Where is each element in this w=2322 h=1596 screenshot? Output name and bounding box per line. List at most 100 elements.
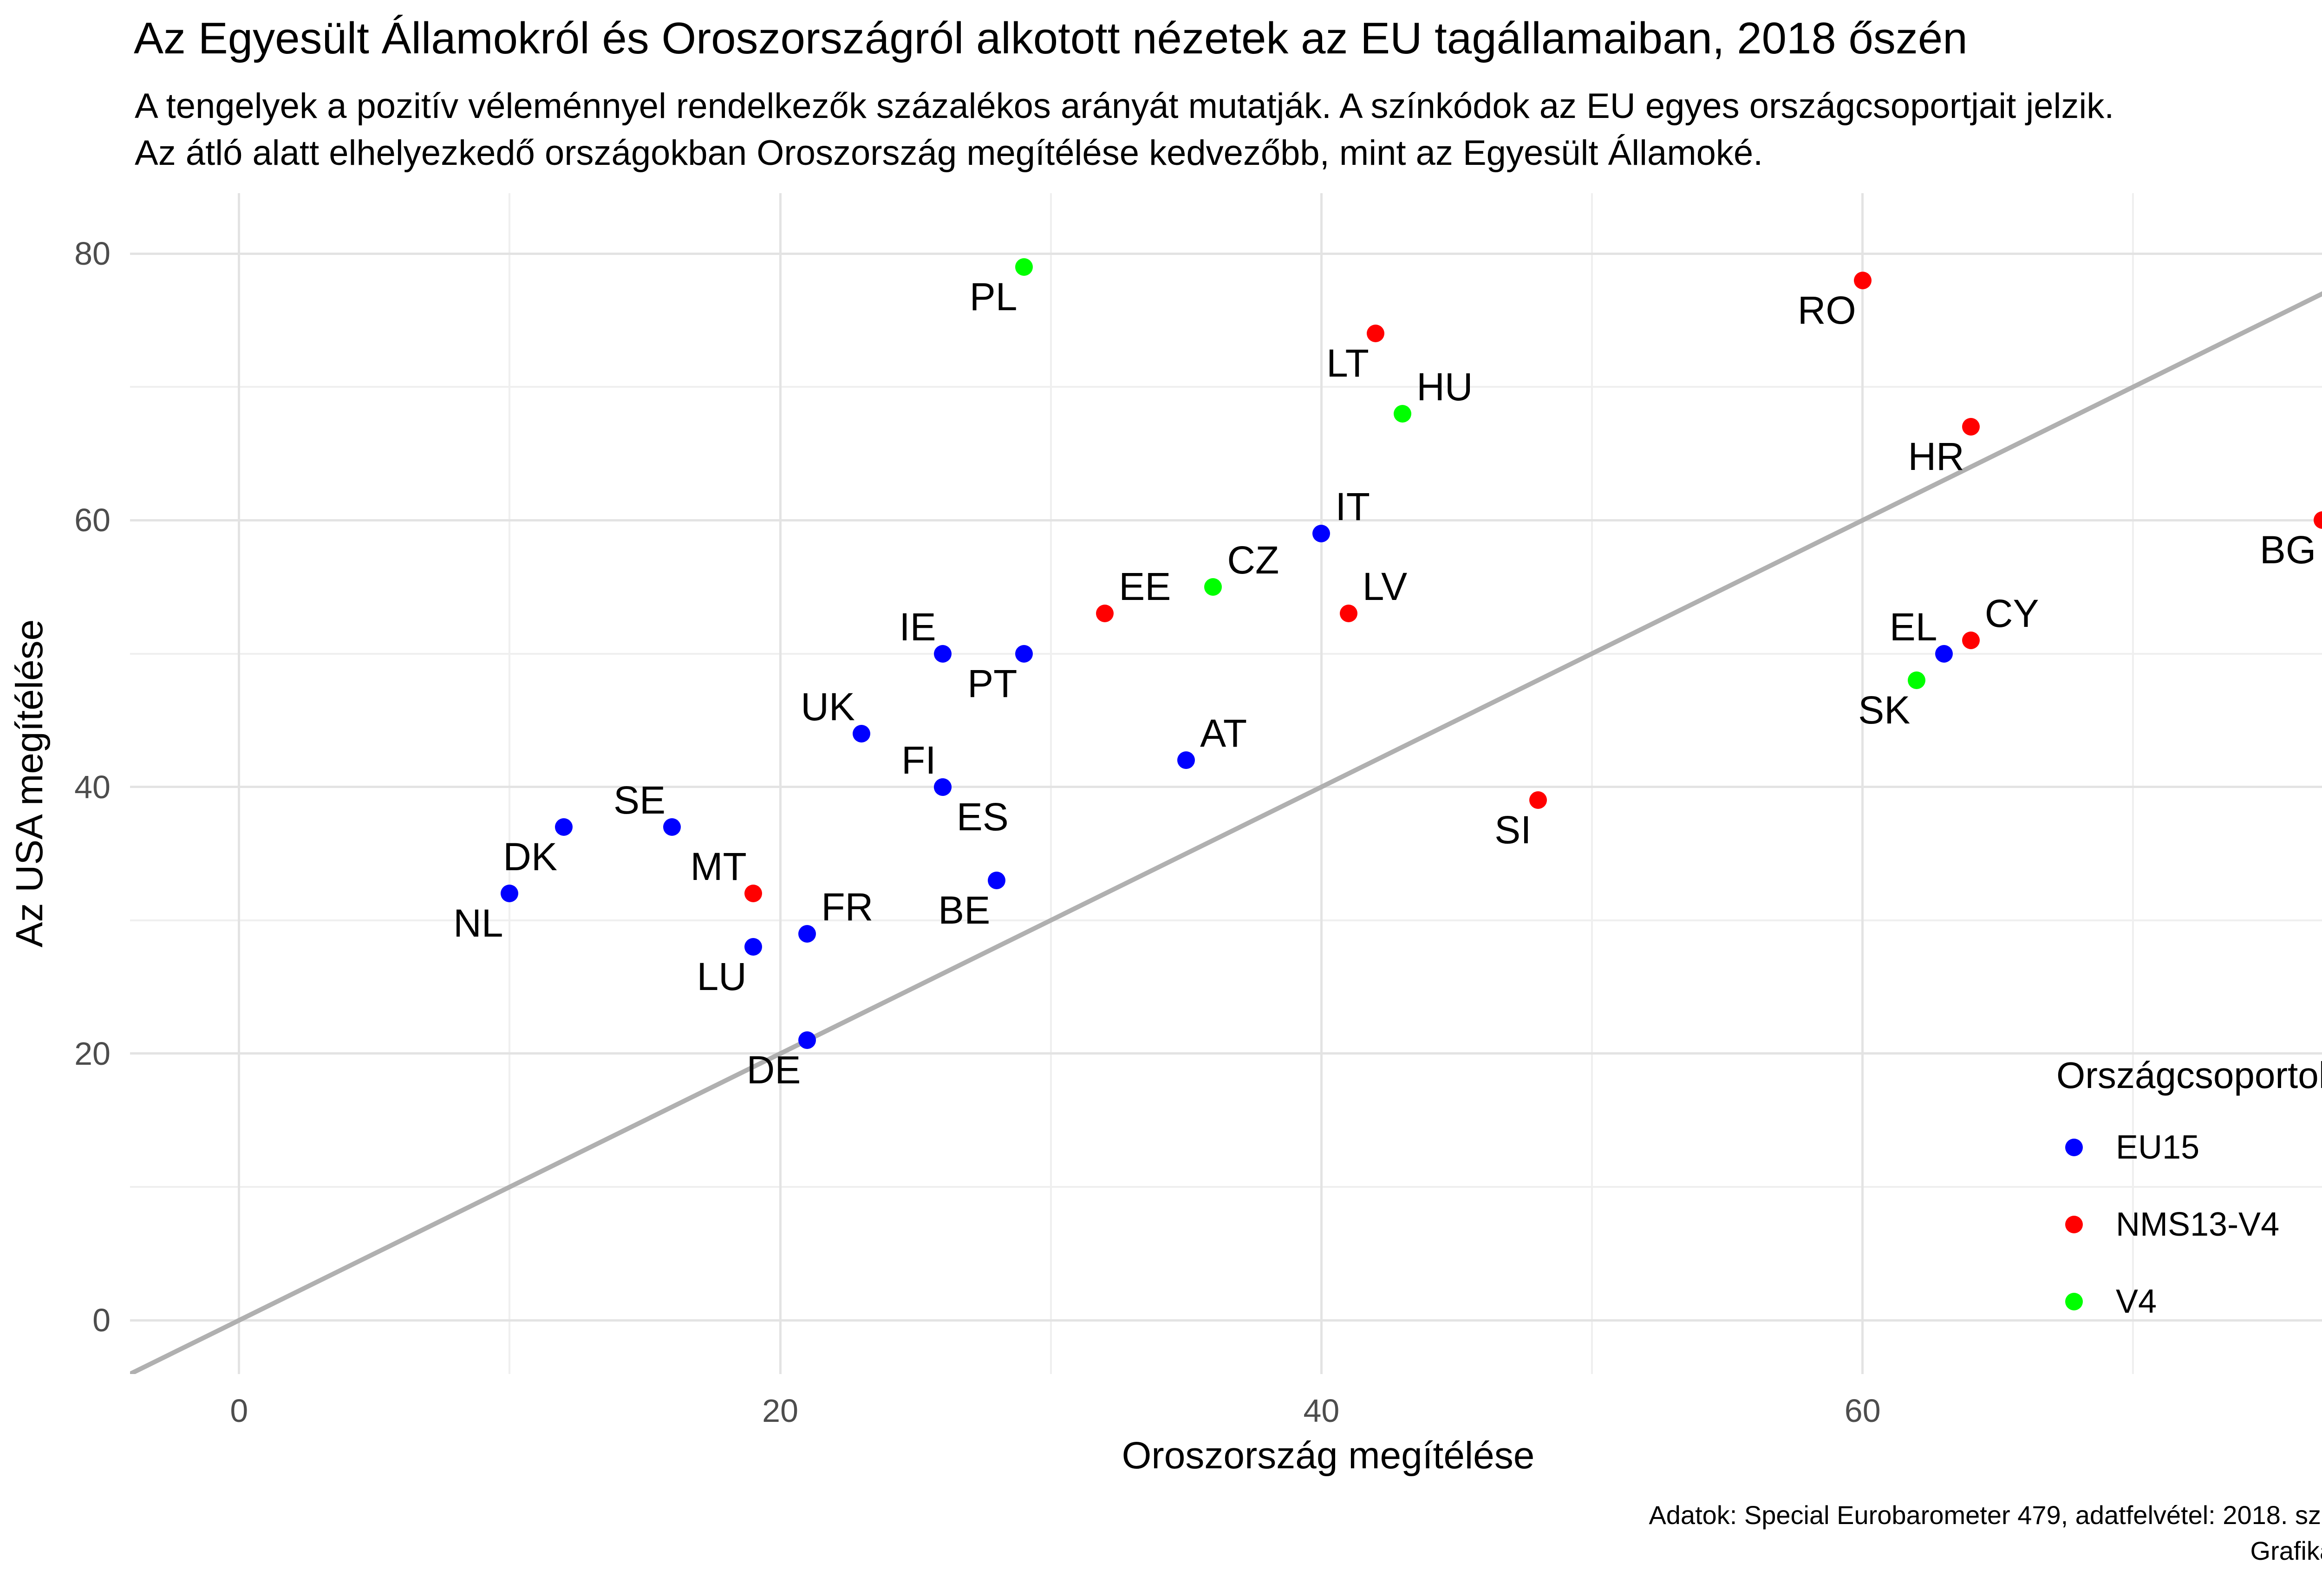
legend-title: Országcsoportok [2056,1055,2322,1096]
data-point-EL [1935,645,1953,663]
data-point-label-ES: ES [956,795,1009,839]
chart-title: Az Egyesült Államokról és Oroszországról… [134,13,1968,63]
data-point-NL [501,885,519,903]
legend-item-label: NMS13-V4 [2116,1206,2280,1243]
data-point-label-UK: UK [801,684,855,729]
data-point-label-SK: SK [1858,688,1911,732]
x-axis-tick-label: 20 [762,1393,799,1429]
legend-dot-icon-NMS13-V4 [2065,1216,2083,1233]
data-point-label-LU: LU [697,955,747,999]
data-point-SE [663,818,681,836]
data-point-HR [1962,418,1980,436]
data-point-label-AT: AT [1200,711,1247,756]
data-point-CZ [1204,578,1222,596]
data-point-label-FI: FI [901,738,936,782]
data-point-SI [1529,791,1547,809]
data-point-UK [852,724,870,743]
gridline-minor-vertical [1591,193,1593,1374]
data-point-label-EE: EE [1119,565,1171,609]
data-point-HU [1394,404,1412,423]
data-point-label-BG: BG [2259,528,2316,572]
data-point-BG [2314,511,2322,529]
chart-subtitle: A tengelyek a pozitív véleménnyel rendel… [135,83,2114,176]
gridline-minor-vertical [509,193,511,1374]
data-point-label-IT: IT [1335,485,1370,529]
data-point-label-LV: LV [1362,565,1408,609]
data-point-label-PL: PL [969,274,1018,319]
data-point-label-RO: RO [1797,288,1856,332]
data-point-DK [554,818,573,836]
gridline-major-horizontal [130,252,2322,255]
chart-subtitle-line1: A tengelyek a pozitív véleménnyel rendel… [135,86,2114,126]
y-axis-tick-label: 20 [74,1035,111,1072]
gridline-major-vertical [779,193,782,1374]
data-point-label-DK: DK [503,834,557,879]
y-axis-tick-label: 0 [92,1302,111,1339]
data-point-label-SE: SE [613,778,666,822]
x-axis-tick-label: 60 [1844,1393,1881,1429]
legend-item-NMS13-V4: NMS13-V4 [2056,1186,2322,1263]
legend-key-NMS13-V4 [2056,1216,2092,1233]
data-point-BE [988,871,1006,889]
gridline-major-vertical [1320,193,1323,1374]
data-point-DE [798,1031,816,1049]
diagonal-reference-line [130,291,2322,1374]
data-point-LT [1366,325,1384,343]
gridline-major-horizontal [130,1319,2322,1322]
legend-item-V4: V4 [2056,1263,2322,1340]
data-point-label-PT: PT [967,661,1018,705]
caption-source-line: Adatok: Special Eurobarometer 479, adatf… [1649,1500,2322,1530]
legend-dot-icon-EU15 [2065,1139,2083,1156]
data-point-EE [1096,605,1114,623]
caption-credit-line: Grafika: Political Capital [2250,1536,2322,1566]
data-point-label-MT: MT [690,845,747,889]
data-point-label-BE: BE [938,888,991,932]
data-point-LV [1339,605,1357,623]
gridline-major-horizontal [130,786,2322,788]
legend-key-EU15 [2056,1139,2092,1156]
data-point-label-FR: FR [821,885,874,929]
gridline-major-vertical [1861,193,1864,1374]
legend-item-label: EU15 [2116,1129,2200,1166]
data-point-label-EL: EL [1889,605,1937,649]
y-axis-tick-label: 40 [74,769,111,805]
gridline-major-horizontal [130,1052,2322,1055]
gridline-minor-horizontal [130,386,2322,388]
y-axis-tick-label: 60 [74,502,111,539]
data-point-label-NL: NL [453,901,503,945]
data-point-CY [1962,631,1980,649]
data-point-ES [933,778,952,796]
data-point-RO [1853,271,1872,289]
data-point-PT [1015,645,1033,663]
data-point-MT [744,885,762,903]
data-point-IE [933,645,952,663]
caption: Adatok: Special Eurobarometer 479, adatf… [1649,1497,2322,1569]
x-axis-title: Oroszország megítélése [1122,1434,1535,1477]
data-point-label-CZ: CZ [1227,538,1279,582]
gridline-minor-horizontal [130,652,2322,655]
legend: Országcsoportok EU15 NMS13-V4 V4 [2056,1054,2322,1340]
data-point-IT [1312,525,1331,543]
legend-item-label: V4 [2116,1283,2157,1320]
data-point-PL [1015,258,1033,276]
x-axis-tick-label: 0 [230,1393,248,1429]
gridline-major-horizontal [130,519,2322,521]
x-axis-tick-label: 40 [1303,1393,1340,1429]
gridline-minor-horizontal [130,1186,2322,1188]
data-point-SK [1908,671,1926,689]
data-point-label-DE: DE [746,1048,801,1092]
data-point-label-SI: SI [1494,808,1532,852]
data-point-label-LT: LT [1326,341,1369,385]
gridline-major-vertical [238,193,241,1374]
data-point-label-HR: HR [1908,435,1964,479]
data-point-FR [798,925,816,943]
legend-key-V4 [2056,1293,2092,1310]
legend-item-EU15: EU15 [2056,1109,2322,1186]
data-point-AT [1177,751,1195,769]
data-point-label-IE: IE [899,605,936,649]
legend-dot-icon-V4 [2065,1293,2083,1310]
data-point-label-HU: HU [1416,365,1473,409]
y-axis-tick-label: 80 [74,235,111,272]
data-point-label-CY: CY [1984,591,2039,635]
